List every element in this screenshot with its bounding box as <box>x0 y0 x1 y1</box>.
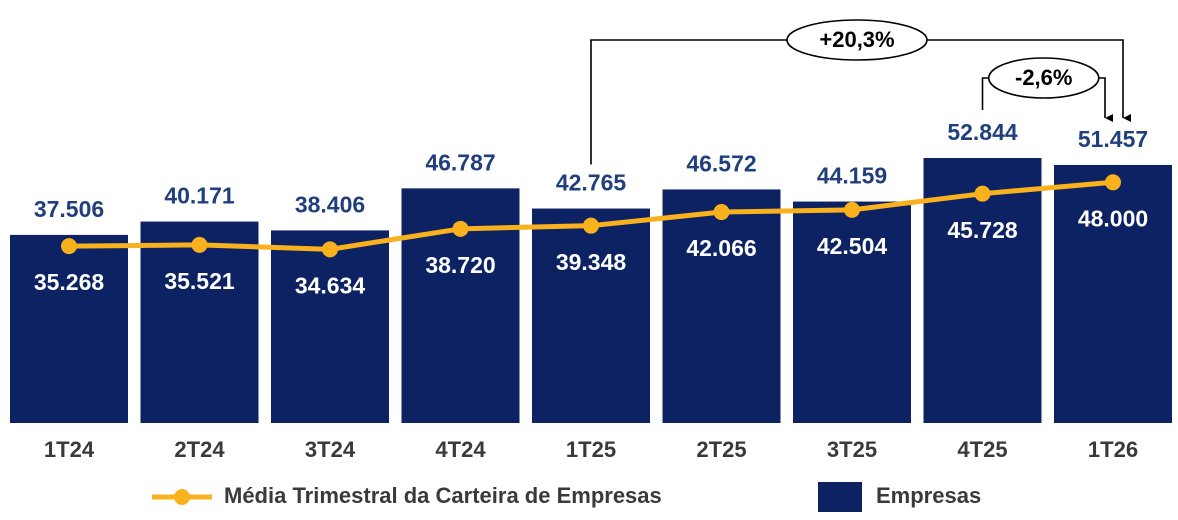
line-marker <box>583 217 599 234</box>
legend-label: Média Trimestral da Carteira de Empresas <box>224 483 662 508</box>
annotation-bubble <box>786 19 928 61</box>
bar <box>532 208 650 423</box>
line-value-label: 38.720 <box>425 252 495 278</box>
annotation-text: +20,3% <box>819 27 894 52</box>
line-value-label: 45.728 <box>947 217 1018 243</box>
x-tick-label: 1T25 <box>566 437 616 462</box>
line-value-label: 48.000 <box>1078 205 1148 231</box>
bar <box>1054 164 1172 423</box>
bar <box>271 230 389 423</box>
line-marker <box>191 236 208 253</box>
annotation-text: -2,6% <box>1015 65 1072 90</box>
bar-value-label: 52.844 <box>947 119 1018 145</box>
x-tick-label: 2T24 <box>174 437 225 462</box>
annotation-bubble <box>987 57 1100 99</box>
line-marker <box>713 204 730 221</box>
line-marker <box>974 185 991 202</box>
line-value-label: 35.521 <box>164 268 235 294</box>
line-value-label: 42.504 <box>817 233 888 259</box>
line-marker <box>322 241 338 258</box>
x-tick-label: 1T26 <box>1088 437 1138 462</box>
line-marker <box>1105 174 1121 191</box>
line-marker <box>844 201 860 218</box>
bar <box>662 189 781 423</box>
line-value-label: 39.348 <box>556 249 627 275</box>
x-tick-label: 2T25 <box>696 437 746 462</box>
bar-value-label: 42.765 <box>556 170 627 196</box>
x-tick-label: 3T25 <box>827 437 877 462</box>
bar <box>10 234 128 423</box>
x-tick-label: 3T24 <box>305 437 356 462</box>
bar-value-label: 51.457 <box>1078 126 1148 152</box>
bar <box>793 201 911 423</box>
bar <box>923 158 1042 423</box>
line-value-label: 34.634 <box>295 272 366 298</box>
line-marker <box>452 220 469 237</box>
x-tick-label: 4T25 <box>957 437 1007 462</box>
bar-value-label: 40.171 <box>164 183 235 209</box>
legend-marker <box>174 489 190 505</box>
bar-value-label: 44.159 <box>817 163 887 189</box>
x-tick-label: 1T24 <box>44 437 95 462</box>
line-value-label: 42.066 <box>686 235 756 261</box>
bar-value-label: 38.406 <box>295 191 365 217</box>
line-marker <box>61 238 77 255</box>
bar-value-label: 37.506 <box>34 196 104 222</box>
bar-value-label: 46.572 <box>686 151 756 177</box>
line-value-label: 35.268 <box>34 269 105 295</box>
legend-swatch <box>818 482 862 512</box>
bar <box>140 221 259 423</box>
legend-label: Empresas <box>876 483 981 508</box>
x-tick-label: 4T24 <box>435 437 486 462</box>
bar-value-label: 46.787 <box>425 149 495 175</box>
